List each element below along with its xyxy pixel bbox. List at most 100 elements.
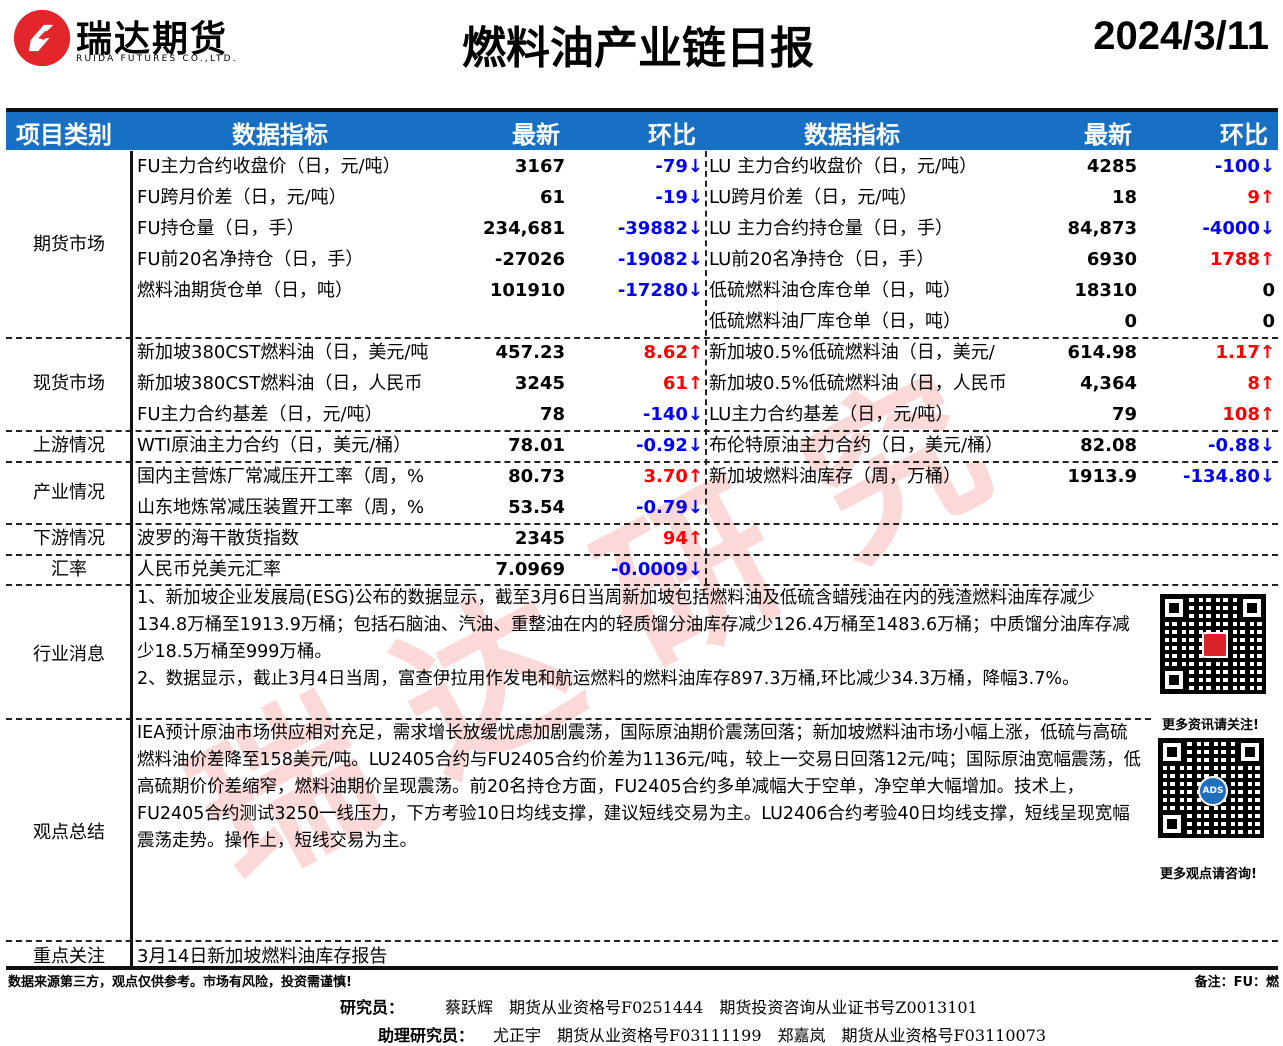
table-row: 燃料油期货仓单（日，吨） 101910 -17280↓ [137, 275, 705, 306]
indicator-name: 低硫燃料油厂库仓单（日，吨） [709, 311, 961, 332]
indicator-name: FU持仓量（日，手） [137, 218, 305, 239]
latest-value: 18 [1111, 187, 1137, 208]
column-divider-dashed [705, 151, 707, 584]
change-value: 94↑ [662, 528, 703, 549]
change-value: -100↓ [1214, 156, 1275, 177]
change-value: 3.70↑ [643, 466, 704, 487]
divider [6, 718, 1151, 720]
table-row: LU主力合约基差（日，元/吨） 79 108↑ [709, 399, 1277, 430]
header-category: 项目类别 [16, 121, 112, 149]
indicator-name: LU 主力合约收盘价（日，元/吨） [709, 156, 978, 177]
divider [6, 966, 1278, 970]
change-value: -0.79↓ [636, 497, 703, 518]
change-value: -0.88↓ [1208, 435, 1275, 456]
table-row: 波罗的海干散货指数 2345 94↑ [137, 523, 705, 554]
qr-caption: 更多资讯请关注! [1162, 718, 1259, 733]
column-divider [130, 151, 133, 968]
logo-subtitle: RUIDA FUTURES CO.,LTD. [76, 54, 238, 64]
latest-value: 18310 [1074, 280, 1137, 301]
qr-finder [1158, 810, 1186, 838]
latest-value: 7.0969 [495, 559, 565, 580]
table-row: FU持仓量（日，手） 234,681 -39882↓ [137, 213, 705, 244]
change-value: -19082↓ [617, 249, 703, 270]
logo-text: 瑞达期货 [76, 19, 229, 60]
indicator-name: 波罗的海干散货指数 [137, 528, 299, 549]
focus-text: 3月14日新加坡燃料油库存报告 [137, 946, 388, 967]
table-row: LU 主力合约收盘价（日，元/吨） 4285 -100↓ [709, 151, 1277, 182]
header-latest: 最新 [512, 121, 560, 149]
indicator-name: 新加坡0.5%低硫燃料油（日，人民币 [709, 373, 1007, 394]
focus-label: 重点关注 [33, 946, 105, 967]
indicator-name: 新加坡燃料油库存（周，万桶） [709, 466, 961, 487]
indicator-name: FU主力合约基差（日，元/吨） [137, 404, 383, 425]
latest-value: 3167 [514, 156, 565, 177]
latest-value: 80.73 [508, 466, 565, 487]
change-value: 8↑ [1247, 373, 1275, 394]
latest-value: 4285 [1086, 156, 1137, 177]
table-row: LU跨月价差（日，元/吨） 18 9↑ [709, 182, 1277, 213]
indicator-name: LU主力合约基差（日，元/吨） [709, 404, 954, 425]
change-value: -79↓ [655, 156, 703, 177]
table-row: 新加坡380CST燃料油（日，美元/吨 457.23 8.62↑ [137, 337, 705, 368]
divider [6, 430, 1278, 432]
latest-value: 6930 [1086, 249, 1137, 270]
header-indicator-2: 数据指标 [804, 121, 900, 149]
divider [6, 584, 1278, 586]
change-value: -4000↓ [1202, 218, 1275, 239]
change-value: -17280↓ [617, 280, 703, 301]
table-row: 国内主营炼厂常减压开工率（周，% 80.73 3.70↑ [137, 461, 705, 492]
table-header: 项目类别 数据指标 最新 环比 数据指标 最新 环比 [6, 112, 1278, 150]
table-row: 新加坡燃料油库存（周，万桶） 1913.9 -134.80↓ [709, 461, 1277, 492]
news-item: 2、数据显示，截止3月4日当周，富查伊拉用作发电和航运燃料的燃料油库存897.3… [137, 669, 1080, 689]
qr-code-icon [1157, 591, 1269, 697]
indicator-name: LU前20名净持仓（日，手） [709, 249, 935, 270]
indicator-name: 国内主营炼厂常减压开工率（周，% [137, 466, 425, 487]
category-label: 产业情况 [33, 481, 105, 503]
divider [6, 337, 1278, 339]
category-label: 期货市场 [33, 233, 105, 255]
divider [6, 523, 1278, 525]
qr-finder [1160, 666, 1188, 694]
table-row: 新加坡380CST燃料油（日，人民币 3245 61↑ [137, 368, 705, 399]
qr-finder [1236, 738, 1264, 766]
change-value: 8.62↑ [643, 342, 704, 363]
page-title: 燃料油产业链日报 [462, 23, 814, 74]
latest-value: 78.01 [508, 435, 565, 456]
table-row: 布伦特原油主力合约（日，美元/桶） 82.08 -0.88↓ [709, 430, 1277, 461]
change-value: -134.80↓ [1182, 466, 1275, 487]
latest-value: 4,364 [1080, 373, 1137, 394]
latest-value: 1913.9 [1067, 466, 1137, 487]
latest-value: 61 [539, 187, 565, 208]
view-label: 观点总结 [33, 822, 105, 843]
news-item: 1、新加坡企业发展局(ESG)公布的数据显示，截至3月6日当周新加坡包括燃料油及… [137, 588, 1130, 662]
divider [6, 554, 1278, 556]
latest-value: 0 [1124, 311, 1137, 332]
qr-code-icon: ADS [1155, 735, 1267, 841]
change-value: -140↓ [642, 404, 703, 425]
table-row: FU主力合约收盘价（日，元/吨） 3167 -79↓ [137, 151, 705, 182]
indicator-name: LU跨月价差（日，元/吨） [709, 187, 918, 208]
change-value: -19↓ [655, 187, 703, 208]
change-value: 9↑ [1247, 187, 1275, 208]
qr-finder [1238, 594, 1266, 622]
table-row: FU主力合约基差（日，元/吨） 78 -140↓ [137, 399, 705, 430]
indicator-name: 人民币兑美元汇率 [137, 559, 281, 580]
table-row: FU前20名净持仓（日，手） -27026 -19082↓ [137, 244, 705, 275]
change-value: 0 [1262, 280, 1275, 301]
indicator-name: WTI原油主力合约（日，美元/桶） [137, 435, 412, 456]
table-row: 新加坡0.5%低硫燃料油（日，美元/614.98 1.17↑ [709, 337, 1277, 368]
category-label: 下游情况 [33, 528, 105, 549]
assistant-label: 助理研究员： [378, 1026, 475, 1045]
table-row: 山东地炼常减压装置开工率（周，% 53.54 -0.79↓ [137, 492, 705, 523]
change-value: -0.0009↓ [610, 559, 703, 580]
latest-value: 3245 [514, 373, 565, 394]
latest-value: 53.54 [508, 497, 565, 518]
latest-value: 234,681 [483, 218, 565, 239]
indicator-name: 燃料油期货仓单（日，吨） [137, 280, 353, 301]
researcher-label: 研究员： [340, 998, 405, 1017]
divider [6, 108, 1278, 112]
indicator-name: 新加坡380CST燃料油（日，人民币 [137, 373, 423, 394]
change-value: -39882↓ [617, 218, 703, 239]
indicator-name: 布伦特原油主力合约（日，美元/桶） [709, 435, 1004, 456]
ruida-logo-icon [13, 9, 71, 67]
